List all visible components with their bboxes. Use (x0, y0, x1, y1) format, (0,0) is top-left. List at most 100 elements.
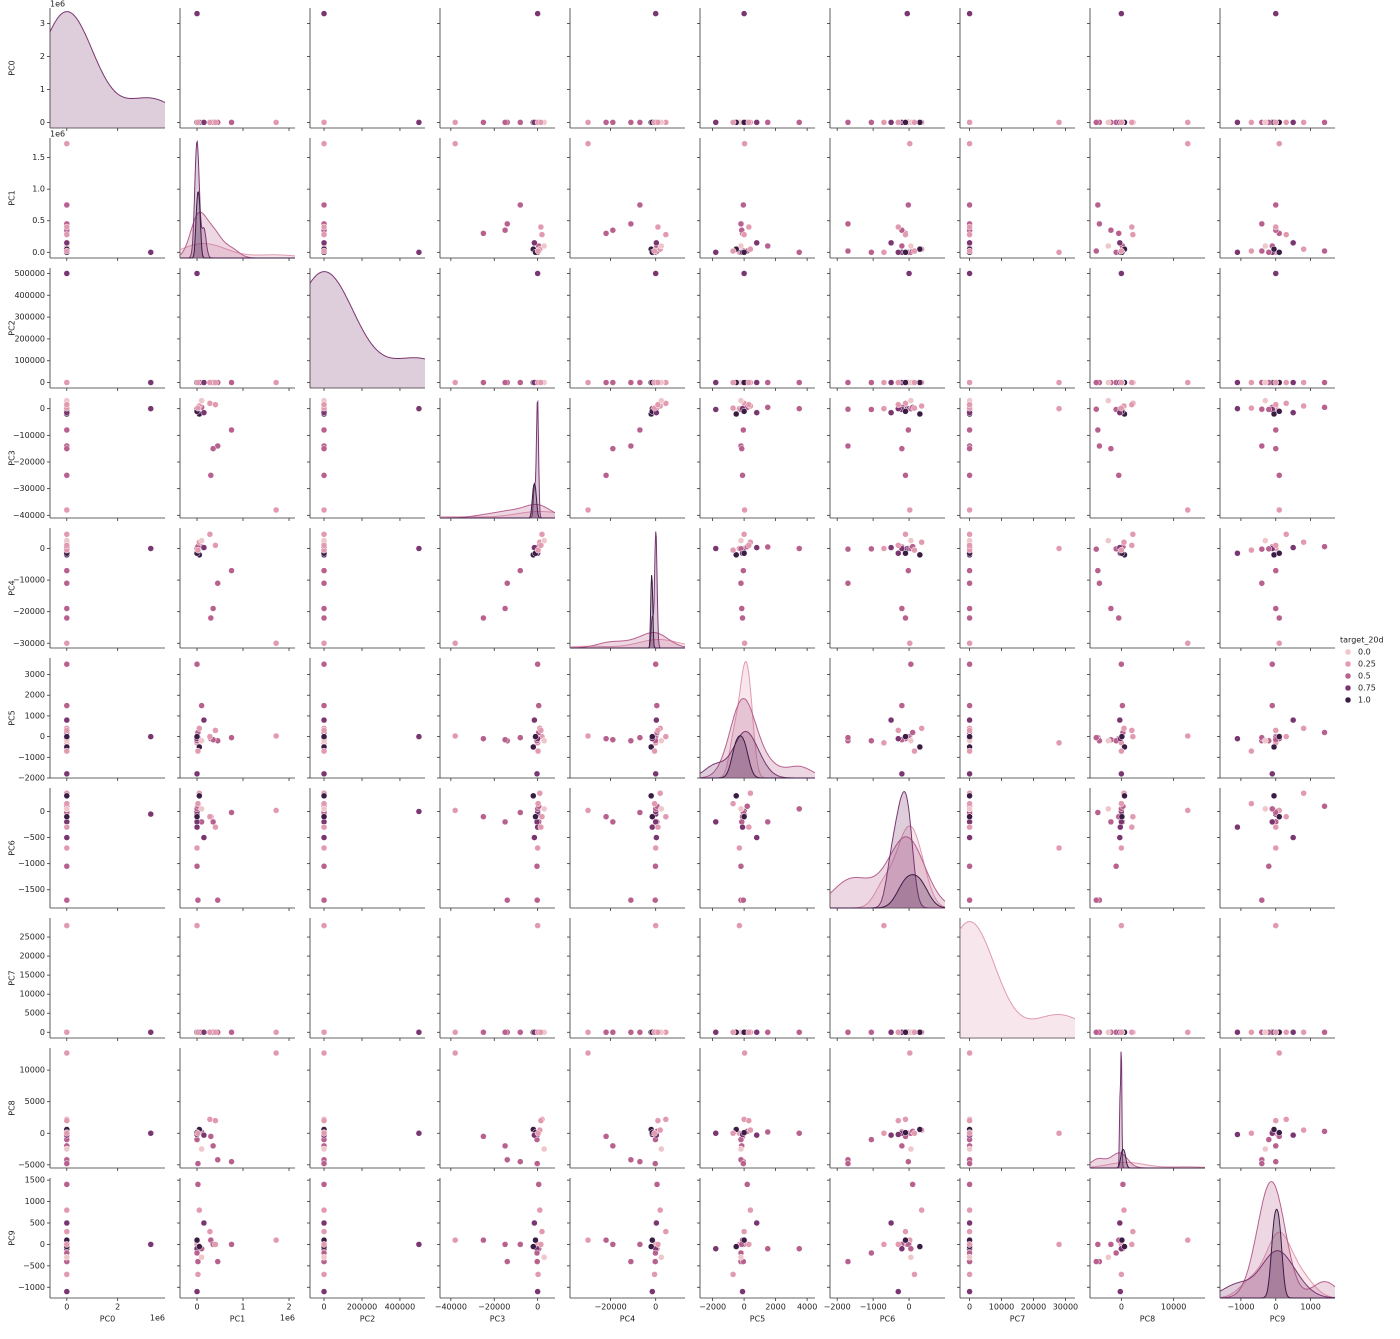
panel (307, 918, 425, 1041)
point (740, 426, 747, 434)
point (200, 1219, 208, 1227)
y-tick-label: 25000 (20, 933, 45, 942)
point (1321, 803, 1328, 810)
point (584, 140, 592, 147)
point (1055, 379, 1063, 386)
point (1115, 472, 1122, 479)
panel (437, 1048, 555, 1171)
point (887, 409, 895, 416)
point (193, 1236, 201, 1244)
point (740, 1160, 747, 1167)
point (1184, 1236, 1191, 1244)
point (740, 1236, 748, 1244)
x-tick-label: 0 (194, 1303, 199, 1312)
point (200, 1131, 208, 1139)
point (651, 896, 659, 904)
point (1258, 247, 1266, 255)
point (63, 1130, 71, 1137)
panel: 0 10000 PC8 (1087, 1178, 1205, 1324)
point (198, 805, 205, 813)
point (1055, 119, 1063, 126)
kde (830, 874, 945, 908)
kde-line (700, 698, 816, 779)
y-tick-label: 0 (40, 378, 45, 387)
point (652, 1249, 659, 1257)
point (966, 426, 973, 434)
point (795, 119, 803, 126)
y-tick-label: 0 (40, 1028, 45, 1037)
point (320, 1241, 328, 1248)
point (658, 1254, 665, 1261)
point (966, 1145, 973, 1153)
point (1093, 247, 1100, 255)
point (584, 1049, 592, 1057)
point (844, 119, 852, 126)
point (198, 1145, 205, 1153)
point (537, 1029, 545, 1036)
point (1128, 727, 1136, 734)
x-tick-label: 1 (240, 1303, 245, 1312)
point (918, 725, 925, 732)
point (212, 727, 219, 734)
legend-marker (1344, 696, 1352, 704)
point (1234, 823, 1241, 831)
point (1262, 379, 1269, 386)
point (868, 406, 875, 413)
point (206, 813, 214, 820)
point (194, 1271, 202, 1278)
point (844, 1258, 852, 1265)
point (451, 119, 459, 126)
point (1321, 729, 1328, 736)
y-tick-label: 0 (40, 732, 45, 741)
y-axis-label: PC2 (8, 320, 17, 336)
point (647, 792, 655, 800)
x-tick-label: 1000 (1300, 1303, 1320, 1312)
panel (827, 8, 945, 131)
point (732, 792, 740, 800)
panel (697, 8, 815, 131)
point (1282, 1029, 1290, 1036)
point (1272, 270, 1280, 277)
point (916, 1243, 924, 1250)
point (1321, 1128, 1328, 1135)
point (415, 733, 423, 740)
point (653, 834, 660, 841)
point (1184, 807, 1191, 814)
point (320, 660, 328, 668)
point (652, 922, 659, 929)
point (844, 220, 852, 228)
point (63, 1160, 71, 1167)
point (1282, 813, 1290, 820)
point (880, 405, 888, 412)
point (63, 813, 71, 820)
point (320, 239, 328, 247)
point (1107, 818, 1115, 826)
point (1129, 733, 1137, 740)
point (1300, 538, 1307, 546)
point (517, 201, 524, 209)
point (320, 426, 328, 434)
point (1262, 1029, 1269, 1036)
y-axis-label: PC1 (8, 190, 17, 206)
point (1094, 201, 1102, 209)
point (744, 1181, 751, 1188)
point (729, 1130, 737, 1137)
point (844, 580, 852, 587)
point (609, 226, 617, 234)
point (880, 739, 888, 747)
point (609, 1142, 617, 1150)
point (907, 537, 915, 544)
panel (957, 397, 1075, 521)
point (1118, 270, 1125, 277)
panel (957, 1048, 1075, 1171)
point (1258, 896, 1266, 904)
point (1184, 1029, 1191, 1036)
point (63, 823, 71, 831)
point (729, 1271, 737, 1278)
point (1248, 1029, 1255, 1036)
panel (827, 397, 945, 521)
point (1116, 716, 1124, 724)
point (902, 1228, 909, 1235)
panel (697, 788, 815, 911)
panel (177, 918, 295, 1041)
